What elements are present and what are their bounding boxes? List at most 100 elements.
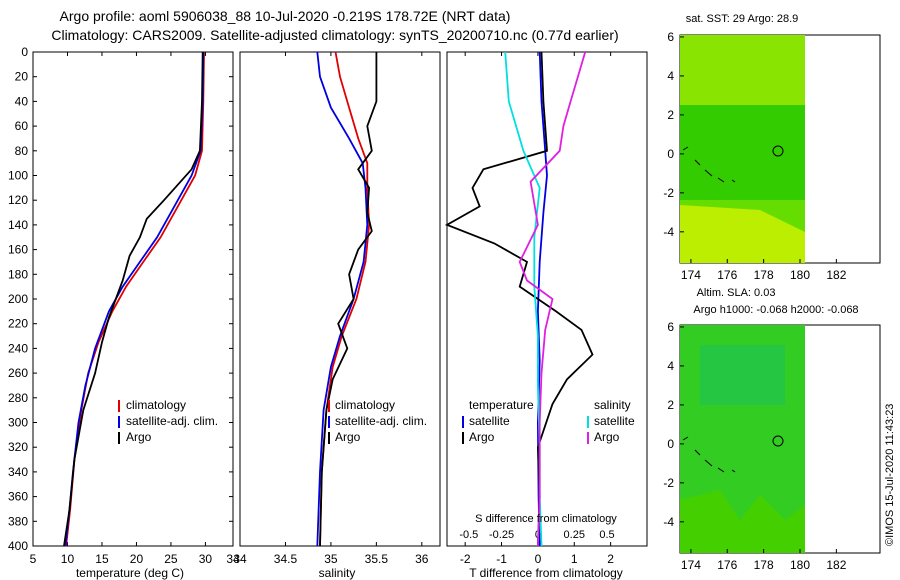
map-x-tick-label: 174	[681, 558, 701, 572]
map-x-tick-label: 178	[754, 558, 774, 572]
imos-timestamp: ©IMOS 15-Jul-2020 11:43:23	[884, 404, 896, 546]
salinity-x-label: salinity	[319, 566, 356, 580]
map-y-tick-label: 0	[667, 437, 674, 451]
figure-title-line2: Climatology: CARS2009. Satellite-adjuste…	[51, 27, 618, 43]
depth-tick-label: 360	[8, 490, 28, 504]
legend-label-s-argo: Argo	[594, 430, 620, 444]
legend-label-argo: Argo	[126, 430, 152, 444]
x-tick-label: 0	[535, 552, 542, 566]
depth-tick-label: 60	[15, 119, 29, 133]
map-x-tick-label: 176	[717, 558, 737, 572]
difference-series	[444, 51, 594, 547]
x-tick-label: 34	[233, 552, 247, 566]
map-y-tick-label: 6	[667, 30, 674, 44]
depth-tick-label: 300	[8, 416, 28, 430]
sla-map-axes: 174 176 178 180 182 6 4 2 0 -2 -4	[663, 320, 846, 572]
series-line-argo	[63, 51, 204, 547]
map-x-tick-label: 178	[754, 268, 774, 282]
map-y-tick-label: -2	[663, 476, 674, 490]
map-x-tick-label: 180	[790, 558, 810, 572]
series-line-argo	[319, 52, 378, 547]
legend-label-s-satellite: satellite	[594, 414, 635, 428]
depth-tick-label: 200	[8, 292, 28, 306]
series-line-t-argo	[444, 51, 594, 547]
x-tick-label: 5	[30, 552, 37, 566]
sdiff-label: S difference from climatology	[475, 513, 617, 525]
legend-label-satellite: satellite-adj. clim.	[335, 414, 427, 428]
salinity-series	[316, 51, 378, 547]
series-line-satellite-adj-clim-	[316, 51, 369, 547]
temperature-series	[63, 51, 205, 547]
depth-tick-label: 260	[8, 366, 28, 380]
difference-panel: -2 -1 0 1 2 -0.5 -0.25 0 0.25 0.5 T difference f…	[444, 51, 648, 580]
x-tick-label: 36	[415, 552, 429, 566]
sst-map: sat. SST: 29 Argo: 28.9 174 176 178 180 182 6…	[663, 13, 881, 282]
x-tick-label: -1	[496, 552, 507, 566]
temperature-plot-frame	[32, 51, 234, 547]
temperature-legend: climatology satellite-adj. clim. Argo	[118, 398, 218, 444]
map-y-tick-label: -4	[663, 225, 674, 239]
map-x-tick-label: 174	[681, 268, 701, 282]
sdiff-tick-label: 0.25	[564, 529, 585, 541]
map-y-tick-label: 0	[667, 147, 674, 161]
sla-map: Altim. SLA: 0.03 Argo h1000: -0.068 h200…	[663, 287, 881, 572]
depth-tick-label: 100	[8, 169, 28, 183]
temperature-x-axis: 5 10 15 20 25 30 34	[30, 52, 240, 566]
sst-coastline	[682, 146, 736, 183]
map-y-tick-label: -2	[663, 186, 674, 200]
map-x-tick-label: 182	[826, 268, 846, 282]
x-tick-label: 35	[324, 552, 338, 566]
x-tick-label: 25	[164, 552, 178, 566]
depth-tick-label: 320	[8, 440, 28, 454]
map-y-tick-label: 2	[667, 108, 674, 122]
depth-tick-label: 0	[21, 45, 28, 59]
series-line-s-argo	[518, 51, 587, 547]
salinity-legend: climatology satellite-adj. clim. Argo	[328, 398, 427, 444]
sdiff-tick-label: -0.5	[459, 529, 478, 541]
map-y-tick-label: 2	[667, 398, 674, 412]
sla-argo-position-marker	[772, 435, 784, 447]
sst-core	[680, 105, 805, 200]
depth-tick-label: 20	[15, 70, 29, 84]
depth-tick-label: 80	[15, 144, 29, 158]
depth-tick-label: 140	[8, 218, 28, 232]
legend-label-climatology: climatology	[335, 398, 395, 412]
sst-warm-band	[680, 35, 805, 105]
depth-tick-label: 160	[8, 243, 28, 257]
depth-tick-label: 280	[8, 391, 28, 405]
salinity-panel: 34 34.5 35 35.5 36 salinity climatology sate…	[233, 51, 441, 580]
sst-argo-position-marker	[772, 145, 784, 157]
temperature-panel: 0204060801001201401601802002202402602803…	[8, 45, 647, 580]
x-tick-label: 35.5	[365, 552, 389, 566]
x-tick-label: -2	[460, 552, 471, 566]
x-tick-label: 34.5	[274, 552, 298, 566]
sdiff-axis: -0.5 -0.25 0 0.25 0.5	[459, 529, 614, 541]
difference-plot-frame	[446, 51, 648, 547]
depth-tick-label: 180	[8, 267, 28, 281]
x-tick-label: 34	[226, 552, 240, 566]
x-tick-label: 2	[607, 552, 614, 566]
legend-label-climatology: climatology	[126, 398, 186, 412]
depth-tick-label: 240	[8, 341, 28, 355]
legend-label-t-argo: Argo	[469, 430, 495, 444]
sst-map-axes: 174 176 178 180 182 6 4 2 0 -2 -4	[663, 30, 846, 282]
depth-tick-label: 220	[8, 317, 28, 331]
sst-south-band	[680, 205, 805, 263]
temperature-x-label: temperature (deg C)	[76, 566, 184, 580]
sdiff-tick-label: -0.25	[489, 529, 514, 541]
salinity-plot-frame	[239, 51, 441, 547]
legend-label-satellite: satellite-adj. clim.	[126, 414, 218, 428]
sla-map-title: Altim. SLA: 0.03	[697, 287, 776, 299]
map-y-tick-label: 4	[667, 359, 674, 373]
map-y-tick-label: 6	[667, 320, 674, 334]
depth-tick-label: 40	[15, 94, 29, 108]
sla-south-band	[680, 490, 805, 553]
x-tick-label: 1	[571, 552, 578, 566]
map-y-tick-label: 4	[667, 69, 674, 83]
salinity-x-axis: 34 34.5 35 35.5 36	[233, 52, 429, 566]
sdiff-tick-label: 0.5	[599, 529, 614, 541]
map-x-tick-label: 180	[790, 268, 810, 282]
depth-tick-label: 340	[8, 465, 28, 479]
sla-map-subtitle: Argo h1000: -0.068 h2000: -0.068	[693, 304, 858, 316]
